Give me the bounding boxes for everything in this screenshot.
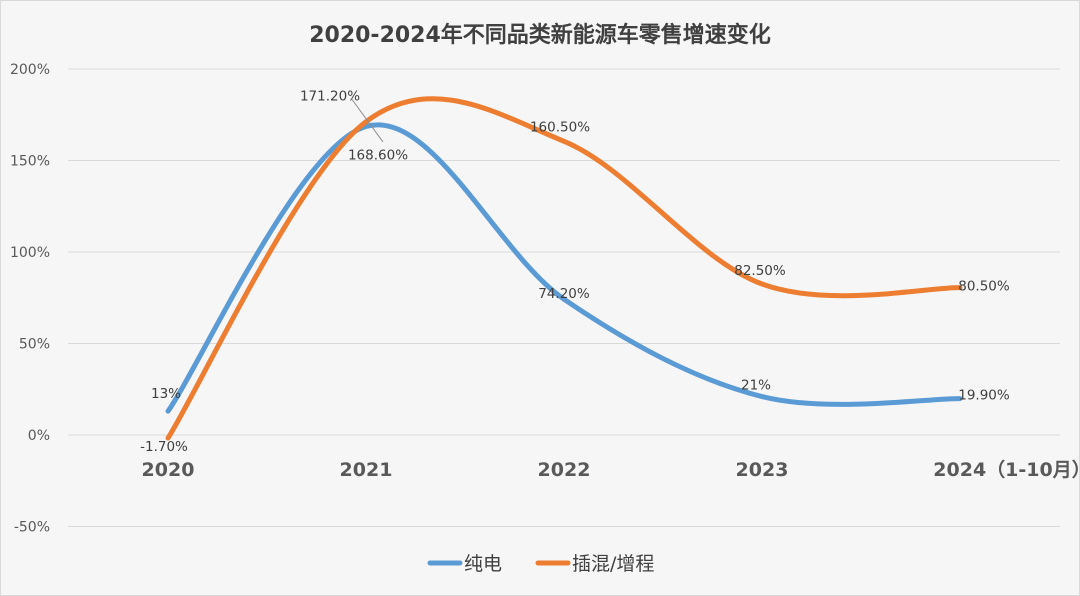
x-tick-label: 2024（1-10月） bbox=[933, 458, 1080, 481]
data-label: 168.60% bbox=[348, 147, 408, 163]
legend-label: 纯电 bbox=[464, 553, 502, 575]
chart-title: 2020-2024年不同品类新能源车零售增速变化 bbox=[309, 22, 771, 48]
data-label: -1.70% bbox=[140, 439, 188, 455]
y-tick-label: 100% bbox=[10, 245, 50, 261]
data-label: 74.20% bbox=[538, 286, 590, 302]
series-line-0 bbox=[165, 122, 963, 414]
x-tick-label: 2023 bbox=[736, 459, 789, 481]
data-label: 80.50% bbox=[958, 279, 1010, 295]
data-label: 19.90% bbox=[958, 388, 1010, 404]
x-tick-label: 2020 bbox=[142, 459, 195, 481]
x-tick-label: 2021 bbox=[340, 459, 393, 481]
legend-label: 插混/增程 bbox=[572, 553, 654, 575]
y-tick-label: 50% bbox=[19, 337, 50, 353]
series-line-1 bbox=[165, 96, 963, 441]
x-tick-label: 2022 bbox=[538, 459, 591, 481]
data-label: 82.50% bbox=[734, 263, 786, 279]
legend: 纯电 插混/增程 bbox=[427, 553, 654, 575]
data-label: 13% bbox=[151, 386, 181, 402]
leader-line bbox=[350, 97, 384, 143]
data-label: 171.20% bbox=[300, 89, 360, 105]
data-label: 160.50% bbox=[530, 119, 590, 135]
y-tick-label: 0% bbox=[28, 428, 50, 444]
y-tick-label: 150% bbox=[10, 154, 50, 170]
y-tick-label: -50% bbox=[14, 520, 50, 536]
data-label: 21% bbox=[741, 378, 771, 394]
y-tick-label: 200% bbox=[10, 62, 50, 78]
